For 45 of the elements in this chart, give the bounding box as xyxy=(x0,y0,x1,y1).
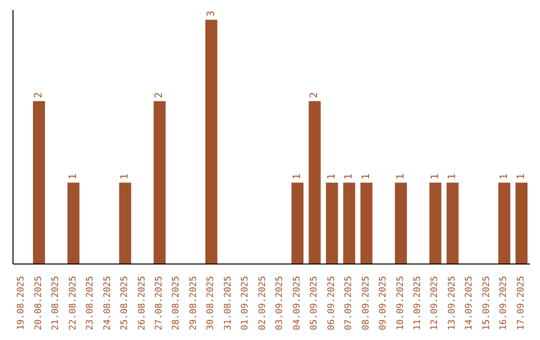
x-tick-label: 13.09.2025 xyxy=(447,276,458,330)
data-label: 1 xyxy=(326,174,338,180)
data-label: 3 xyxy=(206,10,217,17)
x-tick-label: 09.09.2025 xyxy=(378,276,389,330)
x-tick-label: 21.08.2025 xyxy=(51,276,62,330)
x-tick-label: 07.09.2025 xyxy=(344,276,354,330)
x-tick-label: 17.09.2025 xyxy=(516,276,526,330)
data-label: 2 xyxy=(309,92,320,98)
data-label: 1 xyxy=(360,174,372,180)
x-tick-label: 02.09.2025 xyxy=(258,276,268,330)
data-label: 1 xyxy=(395,174,406,180)
x-tick-label: 06.09.2025 xyxy=(326,276,337,330)
x-tick-label: 14.09.2025 xyxy=(464,276,475,330)
x-tick-label: 16.09.2025 xyxy=(499,276,510,330)
data-label: 1 xyxy=(120,174,131,180)
x-tick-label: 03.09.2025 xyxy=(275,276,286,330)
x-tick-label: 11.09.2025 xyxy=(412,276,423,330)
data-label: 1 xyxy=(498,174,510,180)
x-tick-label: 08.09.2025 xyxy=(361,276,372,330)
x-tick-label: 04.09.2025 xyxy=(292,276,302,330)
x-tick-label: 28.08.2025 xyxy=(172,276,182,330)
x-tick-label: 12.09.2025 xyxy=(430,276,440,330)
x-tick-label: 01.09.2025 xyxy=(240,276,251,330)
x-tick-label: 05.09.2025 xyxy=(310,276,320,330)
x-tick-label: 24.08.2025 xyxy=(102,276,113,330)
data-label: 1 xyxy=(447,174,458,180)
x-tick-label: 23.08.2025 xyxy=(86,276,96,330)
data-label: 1 xyxy=(516,174,528,180)
x-tick-label: 30.08.2025 xyxy=(206,276,216,330)
x-tick-label: 10.09.2025 xyxy=(396,276,406,330)
x-tick-label: 27.08.2025 xyxy=(154,276,164,330)
data-label: 1 xyxy=(430,174,441,180)
x-tick-label: 31.08.2025 xyxy=(223,276,234,330)
x-tick-label: 29.08.2025 xyxy=(188,276,199,330)
data-label: 2 xyxy=(154,92,166,98)
data-label: 1 xyxy=(68,174,79,180)
x-tick-label: 26.08.2025 xyxy=(137,276,148,330)
x-tick-label: 25.08.2025 xyxy=(120,276,130,330)
x-tick-label: 22.08.2025 xyxy=(68,276,78,330)
x-tick-label: 20.08.2025 xyxy=(34,276,44,330)
data-label: 2 xyxy=(33,92,44,98)
x-tick-label: 15.09.2025 xyxy=(482,276,492,330)
data-label: 1 xyxy=(292,174,303,180)
data-label: 1 xyxy=(344,174,355,180)
x-tick-label: 19.08.2025 xyxy=(16,276,27,330)
